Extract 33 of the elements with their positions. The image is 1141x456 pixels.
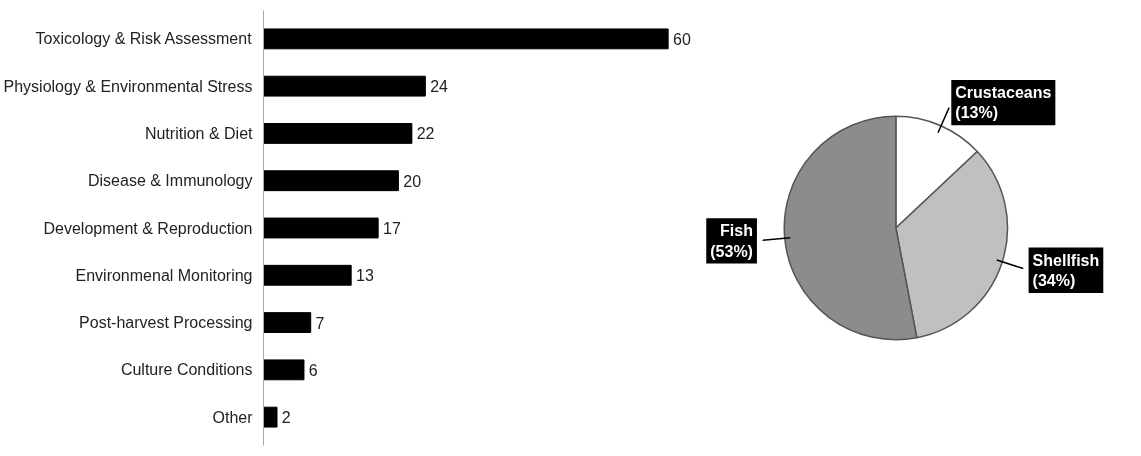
data-label: (53%) (710, 242, 753, 260)
data-label: (34%) (1032, 271, 1076, 289)
data-label: 17 (383, 220, 401, 237)
bar (263, 170, 399, 192)
data-label: (13%) (955, 104, 998, 122)
y-tick-label: Other (212, 408, 254, 426)
y-tick-label: Post-harvest Processing (79, 314, 253, 332)
y-tick-label: Disease & Immunology (87, 172, 253, 190)
bar (263, 264, 352, 286)
bar (263, 312, 312, 333)
data-label: 6 (308, 361, 318, 379)
slice-label: Fish (720, 222, 753, 240)
data-label: 24 (430, 78, 449, 96)
bar (263, 123, 413, 144)
bar (263, 406, 278, 428)
slice-label: Crustaceans (955, 83, 1052, 101)
data-label: 60 (672, 30, 691, 48)
bar (263, 217, 379, 239)
data-label: 7 (315, 314, 325, 332)
y-tick-label: Environmenal Monitoring (75, 266, 253, 284)
bar (263, 28, 669, 50)
y-tick-label: Development & Reproduction (43, 219, 253, 237)
data-label: 22 (416, 125, 435, 143)
bar (263, 359, 305, 381)
y-tick-label: Nutrition & Diet (144, 124, 254, 142)
y-tick-label: Culture Conditions (120, 361, 253, 379)
data-label: 2 (281, 409, 291, 427)
slice-label: Shellfish (1032, 251, 1100, 269)
y-tick-label: Physiology & Environmental Stress (3, 77, 253, 95)
y-tick-label: Toxicology & Risk Assessment (35, 30, 253, 48)
data-label: 13 (356, 267, 374, 285)
data-label: 20 (403, 172, 422, 190)
bar (263, 75, 426, 97)
